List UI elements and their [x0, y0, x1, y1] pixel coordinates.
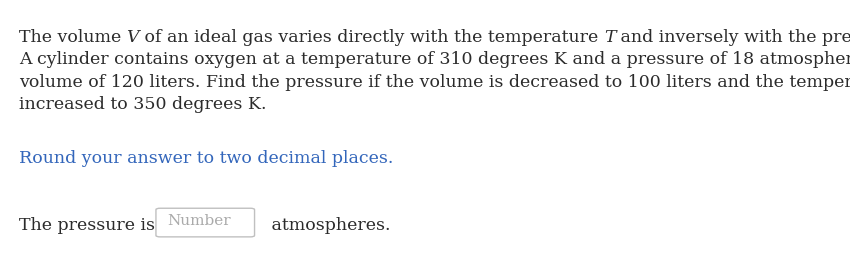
- Text: atmospheres.: atmospheres.: [254, 217, 390, 234]
- FancyBboxPatch shape: [156, 208, 254, 237]
- Text: V: V: [127, 29, 139, 46]
- Text: The pressure is: The pressure is: [19, 217, 160, 234]
- Text: T: T: [604, 29, 615, 46]
- Text: volume of 120 liters. Find the pressure if the volume is decreased to 100 liters: volume of 120 liters. Find the pressure …: [19, 74, 850, 91]
- Text: increased to 350 degrees K.: increased to 350 degrees K.: [19, 96, 266, 113]
- Text: Round your answer to two decimal places.: Round your answer to two decimal places.: [19, 150, 393, 167]
- Text: The volume: The volume: [19, 29, 127, 46]
- Text: and inversely with the pressure: and inversely with the pressure: [615, 29, 850, 46]
- Text: of an ideal gas varies directly with the temperature: of an ideal gas varies directly with the…: [139, 29, 604, 46]
- Text: A cylinder contains oxygen at a temperature of 310 degrees K and a pressure of 1: A cylinder contains oxygen at a temperat…: [19, 51, 850, 68]
- Text: Number: Number: [167, 214, 230, 228]
